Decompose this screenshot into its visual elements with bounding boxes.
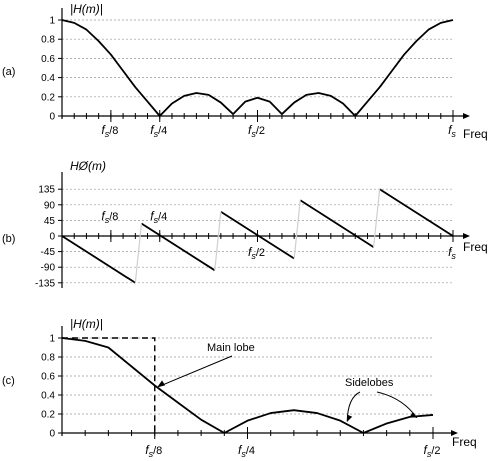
x-tick-sub: s	[251, 129, 256, 139]
x-tick-label: fs	[448, 123, 456, 139]
series-line	[61, 19, 454, 117]
panel-label: (b)	[2, 233, 15, 245]
x-tick-sub: s	[241, 449, 246, 459]
x-tick-sub: s	[451, 129, 456, 139]
x-tick-base: f	[101, 123, 106, 137]
x-tick-label: fs/8	[101, 209, 118, 225]
x-tick-label: fs/8	[145, 443, 162, 459]
x-tick-label: fs/4	[150, 209, 167, 225]
y-axis-label: HØ(m)	[70, 159, 106, 173]
y-tick-label: 0.2	[41, 92, 55, 103]
x-tick-label: fs/4	[150, 123, 167, 139]
x-tick-label: fs/2	[248, 245, 265, 261]
y-tick-label: 0.6	[41, 372, 55, 383]
ideal-passband-dashed	[62, 337, 156, 433]
x-tick-suffix: /4	[158, 125, 167, 137]
phase-jump	[134, 223, 143, 283]
y-tick-label: -90	[41, 263, 56, 274]
y-axis-label: |H(m)|	[70, 317, 103, 331]
annotation-sidelobes: Sidelobes	[345, 377, 394, 389]
x-axis-label: Freq	[463, 127, 488, 141]
x-tick-suffix: /8	[109, 125, 118, 137]
series-line	[61, 337, 434, 434]
y-tick-label: 135	[38, 185, 55, 196]
x-tick-suffix: /4	[246, 445, 255, 457]
y-axis-label: |H(m)|	[70, 2, 103, 16]
x-tick-label: fs/2	[423, 443, 440, 459]
y-tick-label: 0.8	[41, 35, 55, 46]
x-tick-sub: s	[105, 129, 110, 139]
x-axis-arrow	[463, 233, 470, 239]
x-axis-label: Freq	[452, 435, 477, 449]
y-tick-label: -45	[41, 247, 56, 258]
y-tick-label: 0	[49, 112, 55, 123]
panel-label: (a)	[2, 66, 15, 78]
x-tick-label: fs	[448, 245, 456, 261]
x-tick-sub: s	[427, 449, 432, 459]
x-tick-suffix: /8	[109, 211, 118, 223]
x-tick-sub: s	[154, 129, 159, 139]
x-tick-suffix: /2	[256, 247, 265, 259]
x-tick-base: f	[150, 209, 155, 223]
x-tick-sub: s	[451, 251, 456, 261]
y-tick-label: 0.4	[41, 391, 55, 402]
phase-segment	[379, 188, 454, 237]
x-tick-sub: s	[105, 215, 110, 225]
phase-segment	[220, 210, 295, 260]
y-tick-label: 0.6	[41, 54, 55, 65]
x-tick-label: fs/2	[248, 123, 265, 139]
x-tick-label: fs/8	[101, 123, 118, 139]
y-tick-label: 0	[49, 429, 55, 440]
y-tick-label: 1	[49, 16, 55, 27]
annotation-arrowhead	[157, 380, 166, 388]
x-tick-base: f	[448, 123, 453, 137]
phase-segment	[299, 199, 375, 248]
phase-segment	[140, 222, 216, 272]
x-tick-base: f	[448, 245, 453, 259]
x-tick-suffix: /4	[158, 211, 167, 223]
annotation-arrowhead	[409, 412, 417, 418]
x-tick-sub: s	[149, 449, 154, 459]
panel-label: (c)	[2, 375, 15, 387]
y-tick-label: -135	[35, 278, 55, 289]
annotation-main-lobe: Main lobe	[207, 342, 255, 354]
x-tick-base: f	[248, 123, 253, 137]
x-tick-base: f	[101, 209, 106, 223]
phase-jump	[214, 211, 222, 271]
y-tick-label: 45	[44, 216, 56, 227]
phase-segment	[61, 235, 136, 284]
x-tick-suffix: /8	[153, 445, 162, 457]
y-tick-label: 0	[49, 232, 55, 243]
x-tick-base: f	[248, 245, 253, 259]
y-tick-label: 0.4	[41, 73, 55, 84]
x-tick-base: f	[423, 443, 428, 457]
y-tick-label: 0.8	[41, 353, 55, 364]
x-tick-label: fs/4	[238, 443, 255, 459]
phase-jump	[372, 189, 381, 248]
y-tick-label: 0.2	[41, 410, 55, 421]
x-tick-suffix: /2	[256, 125, 265, 137]
y-tick-label: 90	[44, 200, 56, 211]
x-axis-arrow	[463, 113, 470, 119]
annotation-arrowhead	[347, 414, 353, 422]
x-tick-base: f	[145, 443, 150, 457]
y-tick-label: 1	[49, 334, 55, 345]
x-tick-sub: s	[251, 251, 256, 261]
x-tick-base: f	[238, 443, 243, 457]
x-axis-arrow	[451, 430, 458, 436]
phase-jump	[293, 200, 301, 259]
x-tick-base: f	[150, 123, 155, 137]
x-tick-sub: s	[154, 215, 159, 225]
x-axis-label: Freq	[463, 240, 488, 254]
annotation-arrow	[158, 355, 233, 387]
x-tick-suffix: /2	[431, 445, 440, 457]
